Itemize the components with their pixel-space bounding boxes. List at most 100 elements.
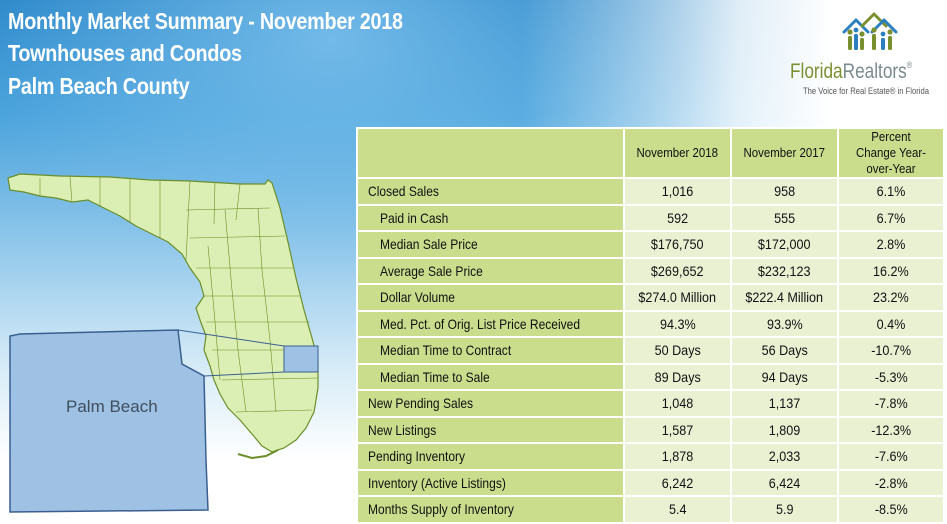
value-nov-2017-text: $172,000 xyxy=(758,236,811,253)
florida-realtors-logo: FloridaRealtors® The Voice for Real Esta… xyxy=(790,10,942,102)
value-nov-2017: 93.9% xyxy=(730,309,839,338)
row-label-text: Median Time to Sale xyxy=(380,368,490,385)
value-nov-2017-text: 1,809 xyxy=(768,421,801,438)
value-percent-change-text: -12.3% xyxy=(871,421,911,438)
row-label-text: Pending Inventory xyxy=(368,448,466,465)
row-label: Inventory (Active Listings) xyxy=(356,468,625,497)
value-nov-2018-text: $269,652 xyxy=(651,262,704,279)
value-percent-change-text: -7.8% xyxy=(874,395,908,412)
table-row: Pending Inventory 1,878 2,033 -7.6% xyxy=(356,442,945,471)
table-row: New Listings 1,587 1,809 -12.3% xyxy=(356,415,945,444)
table-row: Dollar Volume $274.0 Million $222.4 Millio… xyxy=(356,283,945,312)
value-nov-2017: 1,137 xyxy=(730,389,839,418)
value-percent-change-text: -2.8% xyxy=(874,474,908,491)
value-nov-2017-text: 5.9 xyxy=(775,501,794,518)
value-nov-2017-text: $232,123 xyxy=(758,262,811,279)
value-nov-2017: 94 Days xyxy=(730,362,839,391)
value-nov-2018: 1,587 xyxy=(623,415,732,444)
zoom-connector-bottom xyxy=(203,371,285,377)
table-row: New Pending Sales 1,048 1,137 -7.8% xyxy=(356,389,945,418)
row-label: Dollar Volume xyxy=(356,283,625,312)
value-nov-2018-text: 1,878 xyxy=(661,448,694,465)
value-nov-2017: 555 xyxy=(730,203,839,232)
row-label-text: Months Supply of Inventory xyxy=(368,501,514,518)
county-label: Palm Beach xyxy=(66,397,158,416)
value-percent-change: -8.5% xyxy=(837,495,945,524)
column-header-nov-2017: November 2017 xyxy=(730,127,839,179)
value-nov-2018: $274.0 Million xyxy=(623,283,732,312)
row-label-text: Median Time to Contract xyxy=(380,342,512,359)
palm-beach-highlight xyxy=(283,345,319,373)
row-label: New Pending Sales xyxy=(356,389,625,418)
value-nov-2018-text: $274.0 Million xyxy=(638,289,717,306)
logo-word-florida: Florida xyxy=(790,60,843,83)
row-label: Med. Pct. of Orig. List Price Received xyxy=(356,309,625,338)
county-lines xyxy=(39,176,319,413)
row-label-text: Average Sale Price xyxy=(380,262,483,279)
value-percent-change-text: 16.2% xyxy=(873,262,909,279)
table-row: Months Supply of Inventory 5.4 5.9 -8.5% xyxy=(356,495,945,524)
logo-tagline: The Voice for Real Estate® in Florida xyxy=(803,86,929,96)
table-header-row: November 2018 November 2017 Percent Chan… xyxy=(356,127,945,179)
logo-wordmark: FloridaRealtors® xyxy=(790,60,912,84)
value-percent-change: 23.2% xyxy=(837,283,945,312)
row-label-text: Paid in Cash xyxy=(380,209,449,226)
value-nov-2017-text: 2,033 xyxy=(768,448,801,465)
logo-word-realtors: Realtors xyxy=(842,60,907,83)
column-header-percent-change: Percent Change Year-over-Year xyxy=(837,127,945,179)
value-nov-2017: $222.4 Million xyxy=(730,283,839,312)
table-row: Paid in Cash 592 555 6.7% xyxy=(356,203,945,232)
table-row: Inventory (Active Listings) 6,242 6,424 -2.… xyxy=(356,468,945,497)
value-percent-change-text: 23.2% xyxy=(873,289,909,306)
value-nov-2017-text: 1,137 xyxy=(768,395,801,412)
value-nov-2018: 6,242 xyxy=(623,468,732,497)
table-row: Average Sale Price $269,652 $232,123 16.2% xyxy=(356,256,945,285)
houses-people-icon xyxy=(842,12,898,50)
page-subtitle-property-type: Townhouses and Condos xyxy=(8,40,242,66)
value-percent-change: -10.7% xyxy=(837,336,945,365)
value-percent-change: -5.3% xyxy=(837,362,945,391)
row-label: Pending Inventory xyxy=(356,442,625,471)
value-nov-2018: 89 Days xyxy=(623,362,732,391)
table-row: Closed Sales 1,016 958 6.1% xyxy=(356,177,945,206)
table-row: Median Time to Sale 89 Days 94 Days -5.3% xyxy=(356,362,945,391)
table-row: Median Sale Price $176,750 $172,000 2.8% xyxy=(356,230,945,259)
row-label: Months Supply of Inventory xyxy=(356,495,625,524)
logo-registered-mark: ® xyxy=(906,60,913,70)
value-nov-2017-text: 56 Days xyxy=(761,342,808,359)
row-label-text: Inventory (Active Listings) xyxy=(368,474,506,491)
value-percent-change-text: 6.7% xyxy=(876,209,906,226)
row-label: Average Sale Price xyxy=(356,256,625,285)
zoom-connector-top xyxy=(177,329,285,347)
row-label: Closed Sales xyxy=(356,177,625,206)
value-nov-2017: 2,033 xyxy=(730,442,839,471)
page-title: Monthly Market Summary - November 2018 xyxy=(8,8,403,34)
value-nov-2017: 1,809 xyxy=(730,415,839,444)
value-percent-change-text: -7.6% xyxy=(874,448,908,465)
row-label-text: Dollar Volume xyxy=(380,289,455,306)
value-percent-change-text: -8.5% xyxy=(874,501,908,518)
value-nov-2017-text: 93.9% xyxy=(766,315,803,332)
value-percent-change: -7.6% xyxy=(837,442,945,471)
value-nov-2018: 1,048 xyxy=(623,389,732,418)
column-header-label: November 2018 xyxy=(636,145,719,160)
page-subtitle-county: Palm Beach County xyxy=(8,73,190,99)
value-percent-change-text: 0.4% xyxy=(876,315,906,332)
value-nov-2017: 958 xyxy=(730,177,839,206)
value-percent-change: 6.1% xyxy=(837,177,945,206)
row-label: Median Sale Price xyxy=(356,230,625,259)
value-nov-2018-text: 94.3% xyxy=(659,315,696,332)
value-nov-2018-text: 5.4 xyxy=(668,501,687,518)
value-nov-2017: 6,424 xyxy=(730,468,839,497)
row-label: Median Time to Contract xyxy=(356,336,625,365)
value-nov-2017-text: $222.4 Million xyxy=(745,289,824,306)
value-nov-2018-text: 89 Days xyxy=(654,368,701,385)
value-percent-change: -7.8% xyxy=(837,389,945,418)
value-nov-2017-text: 555 xyxy=(773,209,796,226)
table-row: Median Time to Contract 50 Days 56 Days -10… xyxy=(356,336,945,365)
palm-beach-county-enlarged xyxy=(9,329,209,513)
value-nov-2018: 592 xyxy=(623,203,732,232)
row-label-text: Closed Sales xyxy=(368,183,439,200)
florida-state-shape xyxy=(7,173,319,453)
table-row: Med. Pct. of Orig. List Price Received 94… xyxy=(356,309,945,338)
